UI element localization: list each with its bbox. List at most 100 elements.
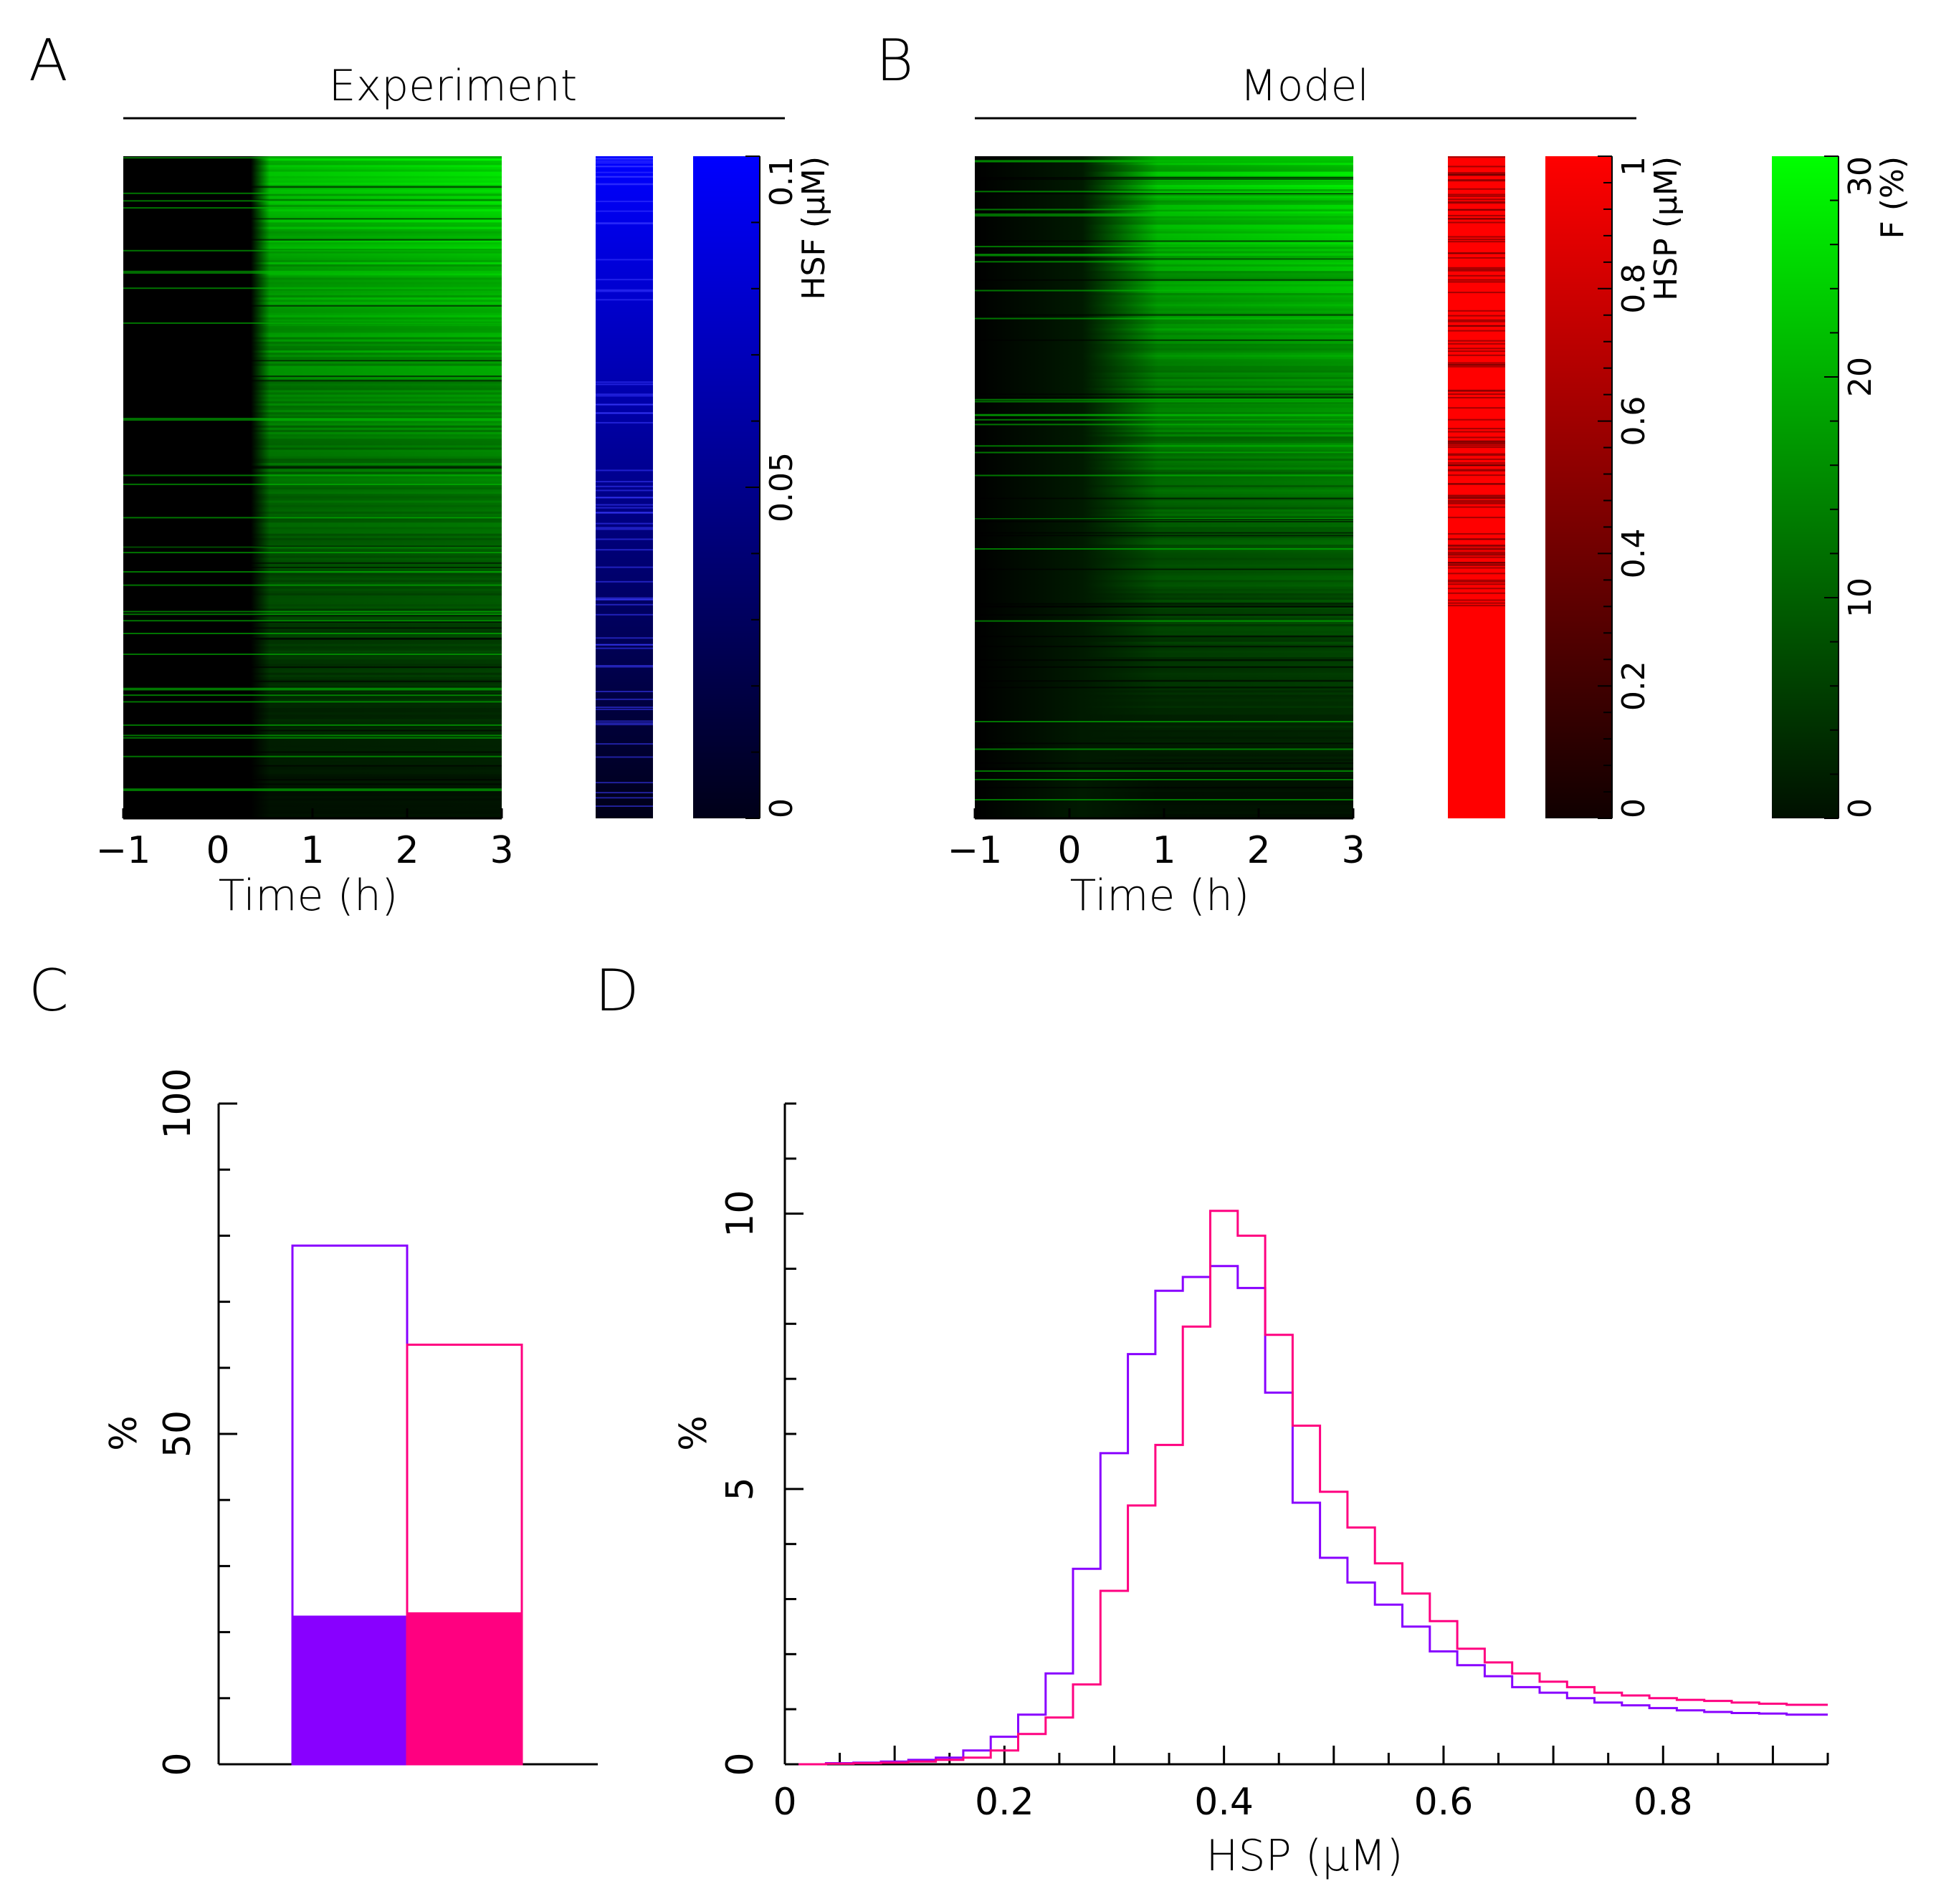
strip-line bbox=[1448, 458, 1505, 460]
strip-line bbox=[1448, 172, 1505, 174]
heatmap-row-line bbox=[975, 614, 1353, 616]
strip-line bbox=[1448, 221, 1505, 224]
heatmap-row bbox=[123, 641, 502, 645]
heatmap-row bbox=[123, 284, 502, 287]
heatmap-row bbox=[123, 302, 502, 305]
heatmap-row bbox=[123, 330, 502, 333]
heatmap-row-line bbox=[123, 466, 502, 468]
heatmap-row bbox=[975, 185, 1353, 188]
y-tick-label: 10 bbox=[719, 1190, 762, 1238]
strip-line bbox=[1448, 443, 1505, 445]
heatmap-row-line bbox=[123, 380, 502, 382]
heatmap-row bbox=[123, 796, 502, 799]
heatmap-row bbox=[975, 255, 1353, 259]
heatmap-row-line bbox=[123, 751, 502, 753]
heatmap-row bbox=[975, 725, 1353, 729]
heatmap-row-line bbox=[123, 287, 502, 290]
heatmap-row bbox=[975, 229, 1353, 232]
heatmap-row bbox=[123, 657, 502, 660]
heatmap-row bbox=[123, 178, 502, 181]
heatmap-row-line bbox=[975, 240, 1353, 242]
heatmap-row bbox=[123, 439, 502, 441]
heatmap-row-line bbox=[975, 177, 1353, 178]
heatmap-row-line bbox=[975, 290, 1353, 292]
heatmap-row bbox=[975, 202, 1353, 206]
heatmap-row bbox=[975, 310, 1353, 314]
heatmap-row-line bbox=[975, 680, 1353, 682]
strip-line bbox=[596, 566, 653, 568]
heatmap-row bbox=[975, 787, 1353, 790]
heatmap-row bbox=[123, 489, 502, 492]
strip-line bbox=[1448, 274, 1505, 277]
heatmap-row bbox=[975, 220, 1353, 223]
heatmap-row bbox=[123, 701, 502, 704]
heatmap-row bbox=[975, 714, 1353, 717]
experiment-heatmap-rows bbox=[123, 156, 502, 819]
heatmap-row bbox=[975, 650, 1353, 654]
heatmap-row bbox=[123, 792, 502, 795]
heatmap-row bbox=[123, 427, 502, 431]
heatmap-row bbox=[123, 231, 502, 234]
heatmap-row bbox=[123, 664, 502, 666]
heatmap-row bbox=[975, 653, 1353, 656]
heatmap-row bbox=[975, 783, 1353, 786]
heatmap-row bbox=[975, 429, 1353, 433]
heatmap-row bbox=[123, 337, 502, 340]
heatmap-row bbox=[975, 540, 1353, 543]
panel-d-y-label: % bbox=[672, 1415, 715, 1450]
heatmap-row-line bbox=[123, 666, 502, 669]
panel-b-title: Model bbox=[1240, 61, 1369, 111]
heatmap-row-line bbox=[123, 322, 502, 324]
heatmap-row-line bbox=[123, 467, 502, 469]
heatmap-row-line bbox=[975, 258, 1353, 260]
panel-d: D 0 5 10 0 0.2 0.4 0.6 0.8 % HSP (μM) bbox=[595, 957, 1829, 1881]
heatmap-row bbox=[975, 381, 1353, 384]
strip-line bbox=[1448, 499, 1505, 502]
heatmap-row bbox=[123, 743, 502, 746]
strip-line bbox=[1448, 573, 1505, 575]
heatmap-row bbox=[975, 780, 1353, 784]
heatmap-row bbox=[123, 770, 502, 772]
strip-line bbox=[596, 158, 653, 159]
heatmap-row bbox=[975, 750, 1353, 752]
strip-line bbox=[1448, 354, 1505, 356]
colorbar-label: HSP (μM) bbox=[1648, 156, 1684, 301]
strip-line bbox=[596, 299, 653, 301]
strip-line bbox=[596, 210, 653, 212]
heatmap-row bbox=[975, 482, 1353, 486]
heatmap-row bbox=[975, 573, 1353, 576]
heatmap-row-line bbox=[123, 207, 502, 209]
heatmap-row bbox=[975, 357, 1353, 360]
heatmap-row bbox=[123, 686, 502, 689]
heatmap-row-line bbox=[975, 445, 1353, 447]
heatmap-row bbox=[975, 443, 1353, 446]
heatmap-row bbox=[123, 598, 502, 601]
strip-line bbox=[1448, 474, 1505, 477]
heatmap-row bbox=[123, 659, 502, 662]
heatmap-row bbox=[123, 513, 502, 517]
heatmap-row bbox=[123, 710, 502, 713]
heatmap-row bbox=[975, 302, 1353, 305]
heatmap-row bbox=[123, 282, 502, 285]
heatmap-row bbox=[123, 608, 502, 611]
heatmap-row bbox=[975, 333, 1353, 335]
heatmap-row bbox=[975, 545, 1353, 547]
y-tick-label: 5 bbox=[719, 1477, 762, 1501]
heatmap-row bbox=[123, 533, 502, 537]
heatmap-row bbox=[975, 586, 1353, 590]
heatmap-row bbox=[123, 398, 502, 402]
heatmap-row-line bbox=[123, 788, 502, 790]
colorbar-tick-label: 0 bbox=[763, 798, 800, 818]
heatmap-row bbox=[123, 752, 502, 755]
heatmap-row bbox=[123, 692, 502, 695]
heatmap-row bbox=[123, 772, 502, 775]
heatmap-row-line bbox=[975, 254, 1353, 257]
heatmap-row-line bbox=[123, 545, 502, 547]
heatmap-row bbox=[123, 668, 502, 671]
heatmap-row bbox=[975, 171, 1353, 175]
heatmap-row bbox=[123, 406, 502, 408]
heatmap-row bbox=[975, 312, 1353, 316]
strip-line bbox=[1448, 554, 1505, 556]
heatmap-row bbox=[123, 555, 502, 558]
